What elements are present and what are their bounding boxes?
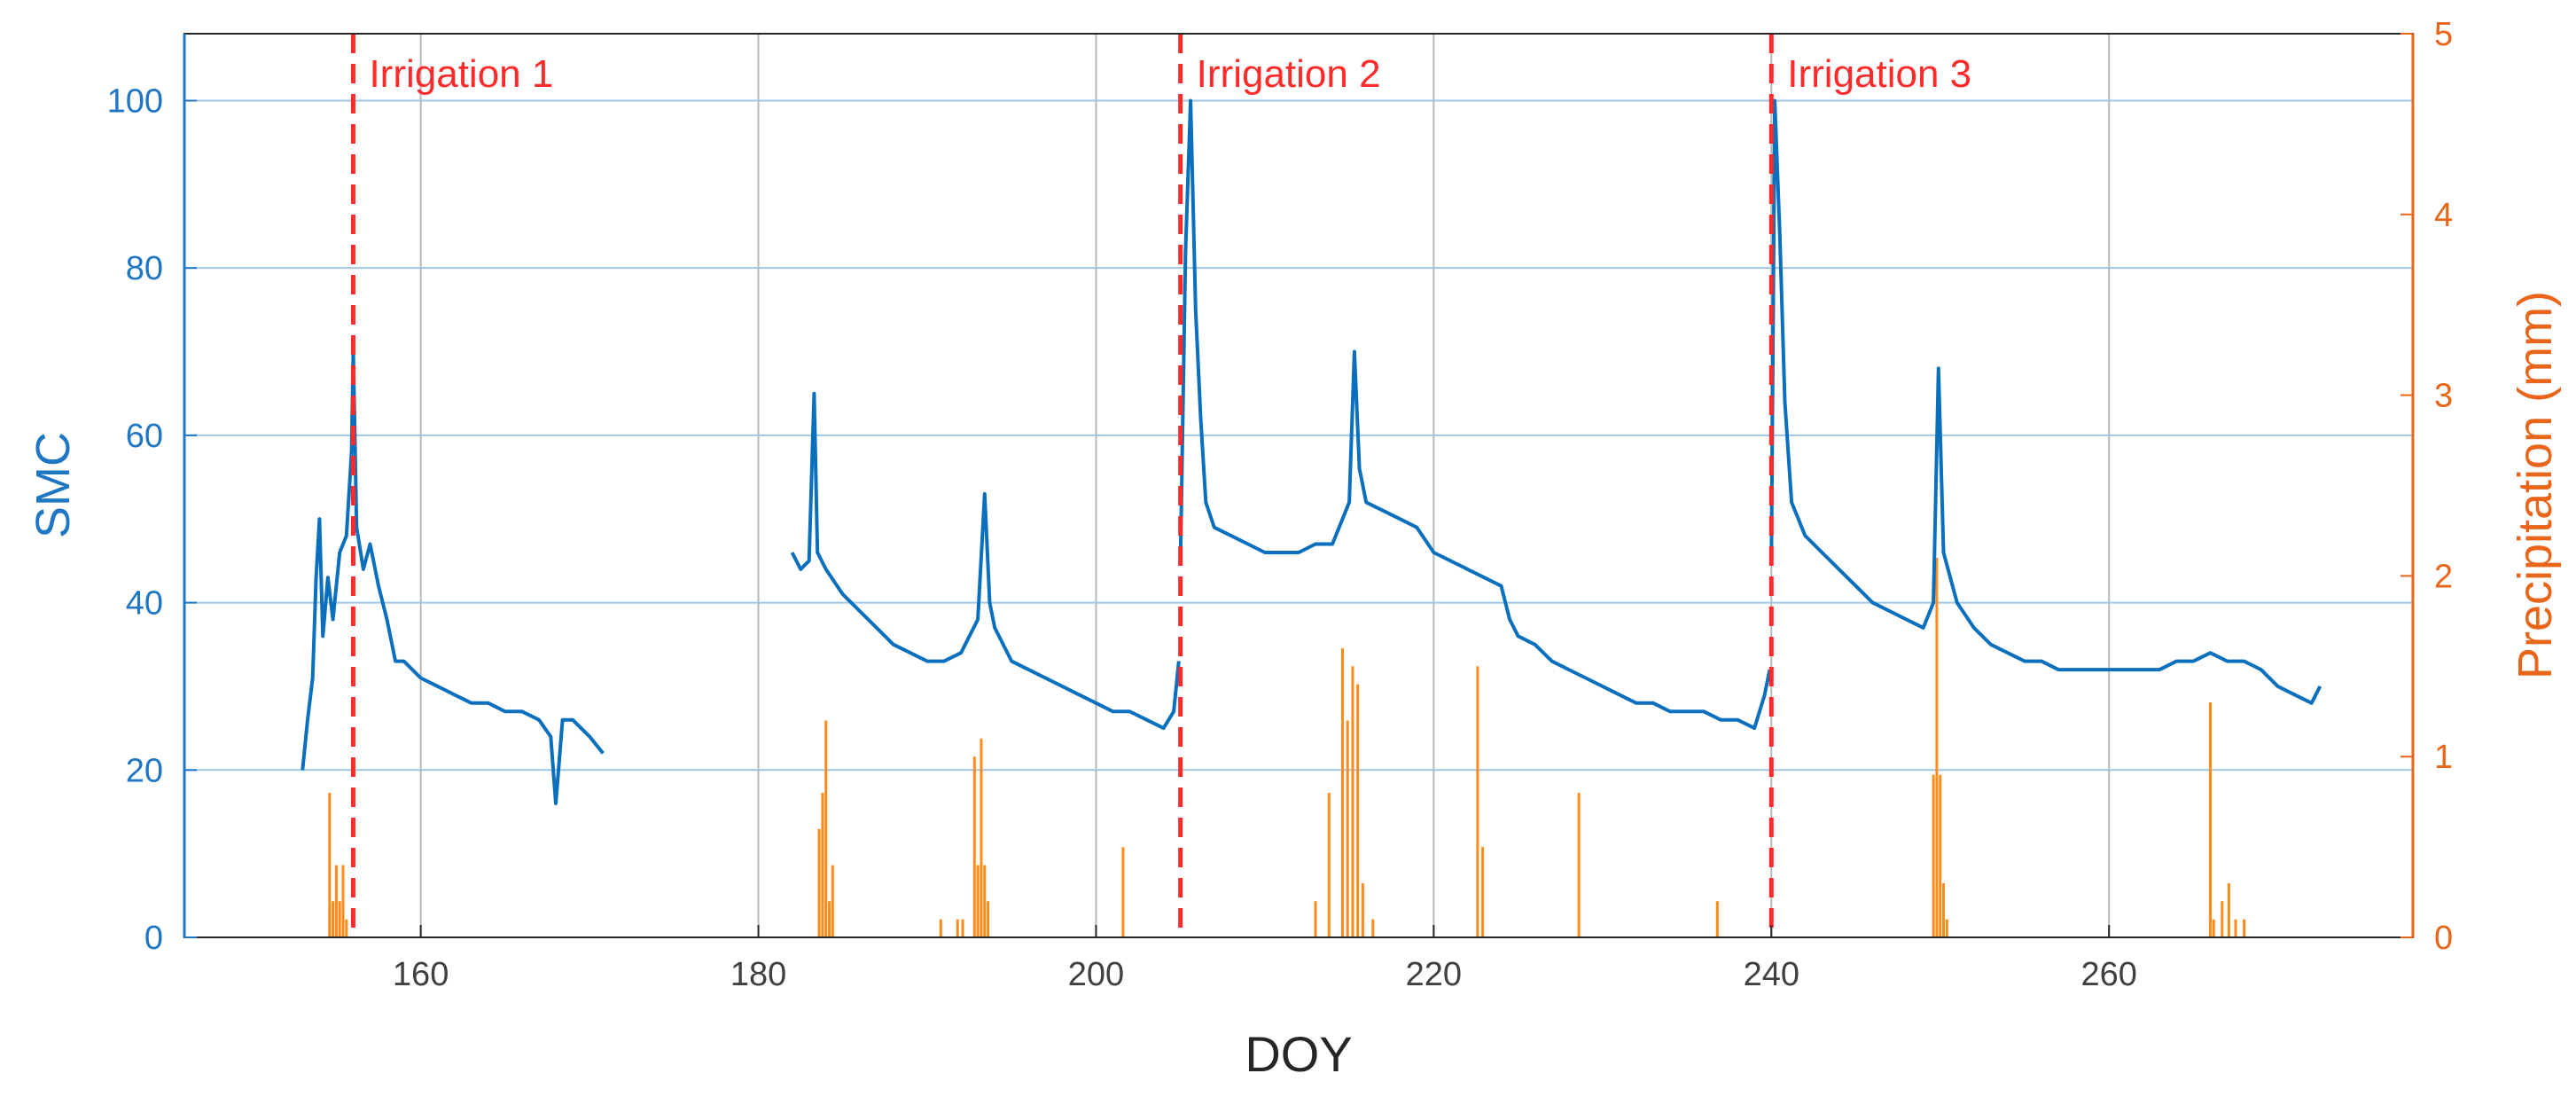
left-tick-label: 20: [126, 752, 163, 789]
x-tick-label: 200: [1068, 956, 1124, 993]
x-axis-label: DOY: [1245, 1026, 1352, 1082]
right-axis-label: Precipitation (mm): [2509, 291, 2562, 679]
left-axis-ticks: 0 20 40 60 80 100: [107, 82, 197, 957]
right-tick-label: 3: [2434, 378, 2453, 415]
right-tick-label: 4: [2434, 197, 2453, 234]
right-tick-label: 2: [2434, 558, 2453, 595]
right-tick-label: 1: [2434, 739, 2453, 776]
x-tick-label: 240: [1744, 956, 1799, 993]
smc-series: [301, 98, 2322, 805]
left-tick-label: 80: [126, 250, 163, 287]
smc-line-segment-4: [1769, 98, 2322, 705]
left-tick-label: 40: [126, 585, 163, 623]
right-tick-label: 5: [2434, 16, 2453, 53]
smc-line-segment-2: [790, 391, 1181, 731]
smc-line-segment-3: [1178, 98, 1772, 731]
x-tick-label: 220: [1406, 956, 1462, 993]
x-tick-label: 180: [730, 956, 786, 993]
irrigation-label-1: Irrigation 1: [369, 52, 553, 96]
smc-line-segment-1: [301, 349, 605, 805]
irrigation-label-3: Irrigation 3: [1787, 52, 1971, 96]
plot-background: [184, 34, 2413, 937]
left-axis-label: SMC: [27, 432, 80, 538]
left-tick-label: 0: [144, 920, 163, 957]
left-tick-label: 100: [107, 82, 163, 120]
horizontal-gridlines: [184, 99, 2413, 772]
irrigation-label-2: Irrigation 2: [1197, 52, 1381, 96]
right-axis-ticks: 0 1 2 3 4 5: [2400, 16, 2453, 957]
x-tick-label: 260: [2080, 956, 2136, 993]
right-tick-label: 0: [2434, 920, 2453, 957]
irrigation-labels: Irrigation 1 Irrigation 2 Irrigation 3: [369, 52, 1971, 96]
x-tick-label: 160: [393, 956, 449, 993]
x-axis-ticks: 160 180 200 220 240 260: [393, 925, 2137, 993]
left-tick-label: 60: [126, 418, 163, 455]
precipitation-series: [328, 558, 2246, 937]
